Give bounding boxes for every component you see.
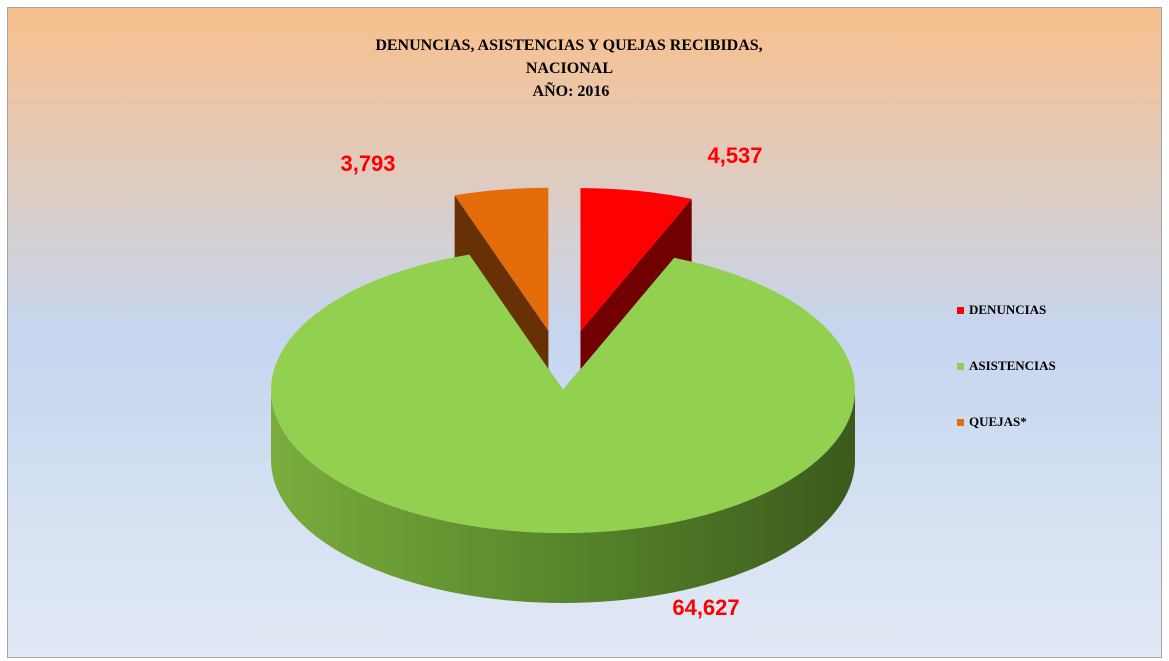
legend-label: QUEJAS* xyxy=(969,414,1027,429)
slice-side xyxy=(271,390,855,603)
data-label: 64,627 xyxy=(672,595,739,620)
chart-title: DENUNCIAS, ASISTENCIAS Y QUEJAS RECIBIDA… xyxy=(375,37,766,100)
slice-top xyxy=(271,254,855,533)
slice xyxy=(271,254,855,603)
data-label: 4,537 xyxy=(707,143,762,168)
slice-top xyxy=(580,188,692,332)
legend-swatch xyxy=(957,307,964,314)
slice-top xyxy=(454,187,549,331)
labels: 4,537 64,627 3,793 DENUNCIAS ASISTENCIAS QUEJ… xyxy=(340,143,1055,620)
data-label: 3,793 xyxy=(340,151,395,176)
pie xyxy=(271,187,855,603)
legend-label: ASISTENCIAS xyxy=(969,358,1056,373)
legend-label: DENUNCIAS xyxy=(969,302,1046,317)
legend-swatch xyxy=(957,419,964,426)
title-line: NACIONAL xyxy=(526,60,612,77)
title-line: AÑO: 2016 xyxy=(533,81,610,100)
title-line: DENUNCIAS, ASISTENCIAS Y QUEJAS RECIBIDA… xyxy=(375,37,762,54)
legend-swatch xyxy=(957,363,964,370)
